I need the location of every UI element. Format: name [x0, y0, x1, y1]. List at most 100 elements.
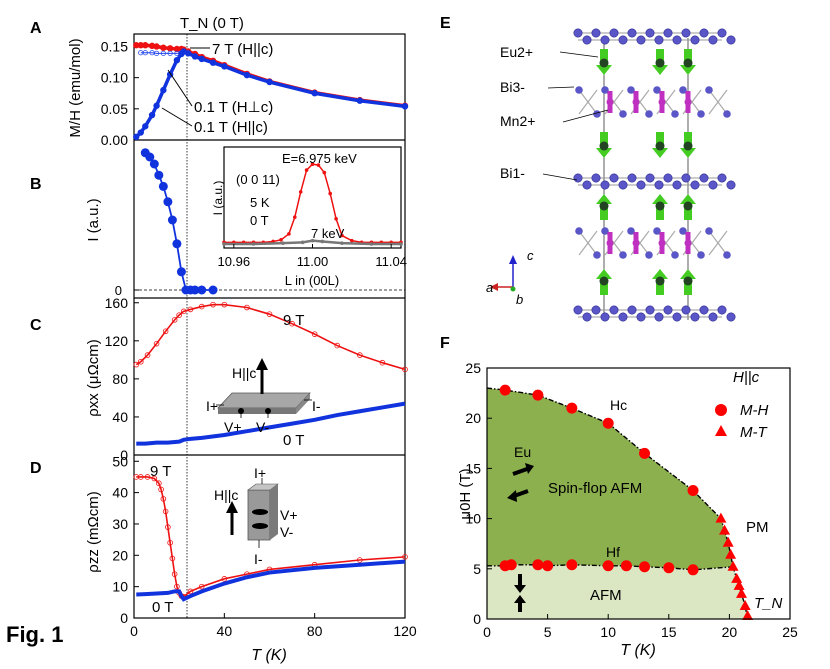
b-point: [145, 152, 155, 162]
f-point-mt: [742, 609, 754, 620]
bi-atom: [708, 312, 718, 322]
panel-label-f: F: [440, 335, 450, 352]
panel-b-inset-xlabel: L in (00L): [285, 273, 339, 288]
panel-d-ylabel: ρzz (mΩcm): [85, 491, 102, 572]
b-inset-point: [300, 240, 305, 245]
bi-atom: [627, 305, 637, 315]
bi-atom: [653, 86, 661, 94]
panel-c-label-9t: 9 T: [283, 312, 304, 329]
b-inset-point: [340, 233, 344, 238]
eu-atom: [655, 201, 665, 211]
f-xtick-label: 20: [722, 624, 738, 640]
bi-atom: [663, 173, 673, 183]
b-inset-point: [293, 215, 297, 219]
panel-c-inset-v-minus: V-: [256, 419, 270, 435]
mn-atom: [684, 239, 692, 247]
bi-atom: [699, 173, 709, 183]
f-point-mh: [566, 402, 578, 414]
panel-c-inset-schematic: [216, 358, 312, 418]
d-point: [402, 554, 408, 560]
eu-moment: [684, 49, 692, 65]
a-point: [311, 90, 318, 97]
f-point-mt: [722, 536, 734, 547]
eu-atom: [599, 141, 609, 151]
bi-atom: [573, 28, 583, 38]
panel-c-yticks: 0 40 80 120 160: [105, 295, 139, 463]
b-point: [176, 267, 186, 277]
panel-d-label-9t: 9 T: [150, 463, 171, 480]
d-point: [198, 583, 205, 590]
f-ytick-label: 0: [473, 611, 481, 627]
panel-d-inset-v-plus: V+: [280, 507, 298, 523]
a-point: [221, 63, 228, 70]
panel-a-annotation-par: 0.1 T (H||c): [194, 119, 268, 136]
panel-f-yticks: 0 5 10 15 20 25: [465, 360, 492, 627]
bi-atom: [671, 110, 679, 118]
mn-atom: [658, 98, 666, 106]
c-point: [153, 340, 160, 347]
panel-d-inset-schematic: [226, 478, 279, 548]
c-point: [266, 311, 273, 317]
a-ytick-label: 0.00: [101, 132, 128, 148]
bi-atom: [671, 251, 679, 259]
b-inset-point: [310, 238, 315, 243]
eu-moment: [656, 204, 664, 220]
panel-f-label-afm: AFM: [590, 587, 622, 604]
bi-atom: [600, 35, 610, 45]
bi-atom: [681, 173, 691, 183]
panel-f-legend-mt: M-T: [740, 424, 768, 441]
panel-a-chart: M/H (emu/mol) 0.00 0.05 0.10 0.15 T_N (0 T)…: [67, 15, 409, 148]
a-series-line: [135, 49, 406, 139]
bond: [578, 230, 598, 256]
bi-atom: [681, 305, 691, 315]
f-point-mh: [505, 559, 517, 571]
panel-c-ylabel: ρxx (μΩcm): [85, 339, 102, 417]
panel-c-plot: [133, 301, 408, 446]
d-point: [221, 576, 228, 582]
eu-moment: [684, 132, 692, 148]
panel-f-legend-title: H||c: [733, 369, 760, 386]
panel-f-plot: [499, 384, 754, 620]
a-series-line: [140, 51, 406, 107]
eu-atom: [683, 58, 693, 68]
a-point: [142, 50, 148, 56]
panel-f-label-spinflop: Spin-flop AFM: [548, 480, 642, 497]
bi-atom: [681, 28, 691, 38]
eu-arrow: [652, 194, 668, 204]
panel-c-inset-i-plus: I+: [206, 398, 218, 414]
f-xtick-label: 10: [600, 624, 616, 640]
panel-b-chart: I (a.u.) 0 E=6.975 keV (0 0 11) 5 K 0 T …: [85, 146, 407, 298]
c-point: [171, 317, 178, 323]
f-point-mt: [725, 548, 737, 559]
panel-d-inset-v-minus: V-: [280, 524, 294, 540]
eu-arrow: [596, 148, 612, 158]
mn-atom: [658, 239, 666, 247]
b-inset-point: [340, 241, 344, 245]
panel-c-inset-i-minus: I-: [312, 398, 321, 414]
panel-b-inset-temperature: 5 K: [250, 195, 270, 210]
bi-atom: [679, 86, 687, 94]
label-bi1: Bi1-: [500, 165, 525, 181]
b-inset-point: [328, 191, 333, 196]
a-point: [153, 43, 160, 50]
panel-f-xlabel: T (K): [620, 642, 656, 659]
d-point: [137, 474, 144, 480]
d-point: [158, 486, 164, 493]
b-inset-point: [322, 170, 327, 175]
label-mn: Mn2+: [500, 113, 535, 129]
b-point: [208, 285, 218, 295]
d-series-line: [136, 476, 406, 598]
bi-atom: [690, 312, 700, 322]
panel-b-inset-7kev: 7 keV: [311, 226, 345, 241]
f-point-mh: [566, 559, 578, 571]
a-point: [266, 78, 273, 86]
d-point: [187, 588, 194, 595]
d-point: [171, 571, 178, 577]
panel-a-plot: [133, 42, 409, 141]
panel-label-b: B: [30, 176, 42, 193]
bi-atom: [582, 35, 592, 45]
mn-atom: [606, 239, 614, 247]
eu-arrow: [652, 148, 668, 158]
a-point: [166, 45, 174, 52]
panel-d-yticks: 0 10 20 30 40 50: [112, 453, 139, 626]
